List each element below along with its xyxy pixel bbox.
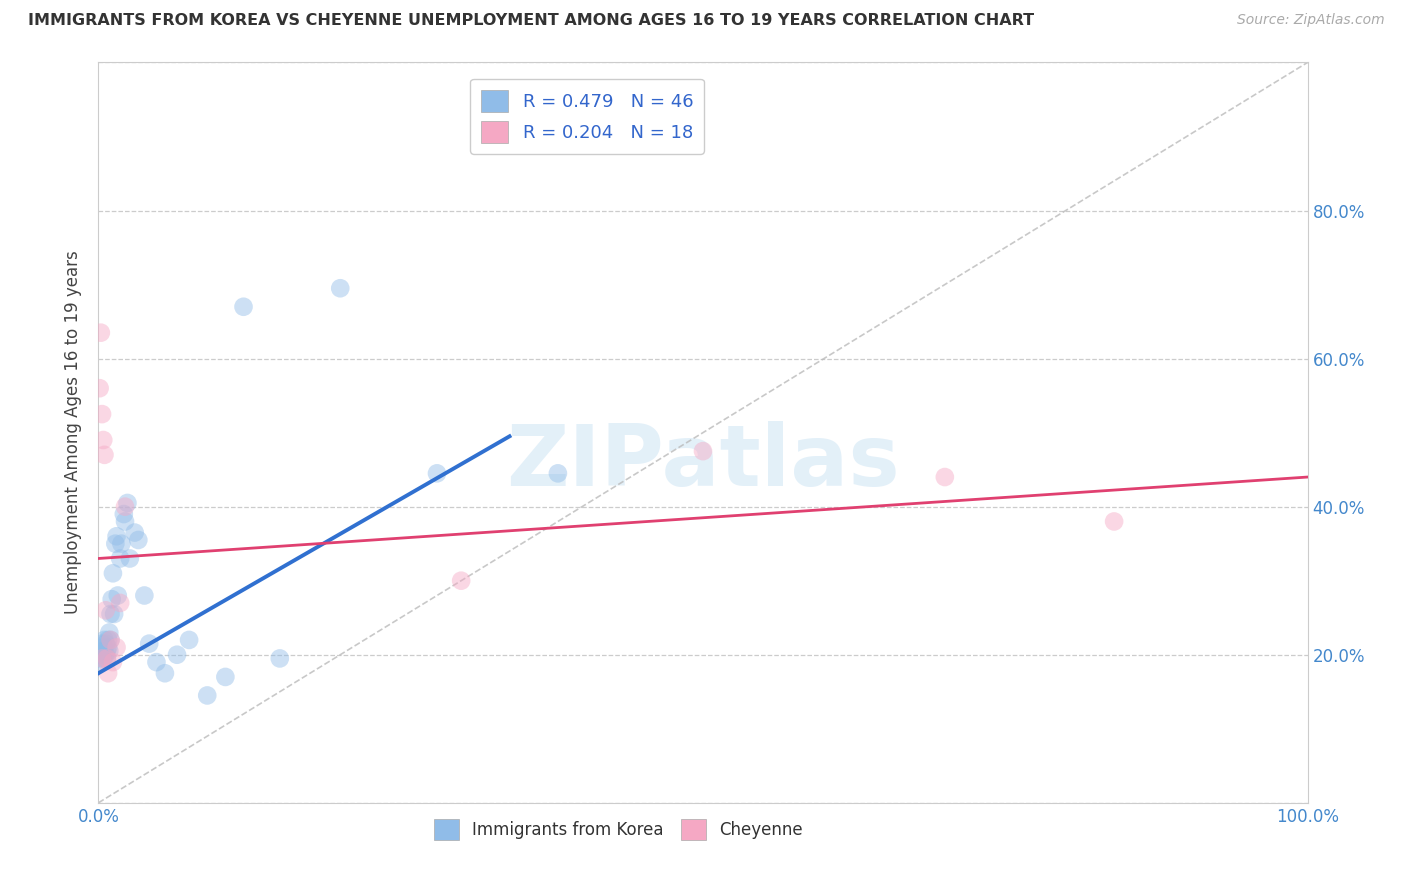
Point xyxy=(269,651,291,665)
Text: IMMIGRANTS FROM KOREA VS CHEYENNE UNEMPLOYMENT AMONG AGES 16 TO 19 YEARS CORRELA: IMMIGRANTS FROM KOREA VS CHEYENNE UNEMPL… xyxy=(28,13,1035,29)
Point xyxy=(89,651,111,665)
Point xyxy=(138,637,160,651)
Point xyxy=(108,551,131,566)
Point xyxy=(1102,515,1125,529)
Point xyxy=(105,529,128,543)
Point xyxy=(98,644,121,658)
Point xyxy=(214,670,236,684)
Point xyxy=(118,551,141,566)
Point xyxy=(112,507,135,521)
Point xyxy=(91,637,114,651)
Point xyxy=(108,596,131,610)
Point xyxy=(450,574,472,588)
Point xyxy=(96,651,118,665)
Point xyxy=(94,637,117,651)
Point xyxy=(103,607,125,621)
Point xyxy=(100,632,122,647)
Point xyxy=(153,666,176,681)
Point xyxy=(110,536,132,550)
Point xyxy=(934,470,956,484)
Point xyxy=(117,496,139,510)
Point xyxy=(107,589,129,603)
Point xyxy=(127,533,149,547)
Point xyxy=(90,326,112,340)
Point xyxy=(91,651,114,665)
Point xyxy=(100,607,122,621)
Point xyxy=(166,648,188,662)
Point xyxy=(91,407,114,421)
Point xyxy=(97,666,120,681)
Point xyxy=(89,381,111,395)
Point xyxy=(124,525,146,540)
Y-axis label: Unemployment Among Ages 16 to 19 years: Unemployment Among Ages 16 to 19 years xyxy=(65,251,83,615)
Point xyxy=(101,566,124,581)
Point xyxy=(93,644,115,658)
Point xyxy=(692,444,714,458)
Text: Source: ZipAtlas.com: Source: ZipAtlas.com xyxy=(1237,13,1385,28)
Point xyxy=(91,648,114,662)
Point xyxy=(94,648,117,662)
Point xyxy=(91,433,114,447)
Point xyxy=(195,689,218,703)
Point xyxy=(97,632,120,647)
Point xyxy=(114,515,136,529)
Point xyxy=(91,651,114,665)
Legend: Immigrants from Korea, Cheyenne: Immigrants from Korea, Cheyenne xyxy=(427,813,810,847)
Point xyxy=(179,632,201,647)
Point xyxy=(90,655,112,669)
Point xyxy=(114,500,136,514)
Point xyxy=(96,651,118,665)
Point xyxy=(97,640,120,655)
Point xyxy=(232,300,254,314)
Point xyxy=(145,655,167,669)
Point xyxy=(426,467,449,481)
Point xyxy=(134,589,156,603)
Point xyxy=(91,640,114,655)
Point xyxy=(96,644,118,658)
Point xyxy=(93,448,115,462)
Point xyxy=(547,467,569,481)
Point xyxy=(90,644,112,658)
Point xyxy=(98,625,121,640)
Text: ZIPatlas: ZIPatlas xyxy=(506,421,900,504)
Point xyxy=(101,655,124,669)
Point xyxy=(105,640,128,655)
Point xyxy=(329,281,352,295)
Point xyxy=(104,536,127,550)
Point xyxy=(94,603,117,617)
Point xyxy=(100,592,122,607)
Point xyxy=(93,632,115,647)
Point xyxy=(100,632,122,647)
